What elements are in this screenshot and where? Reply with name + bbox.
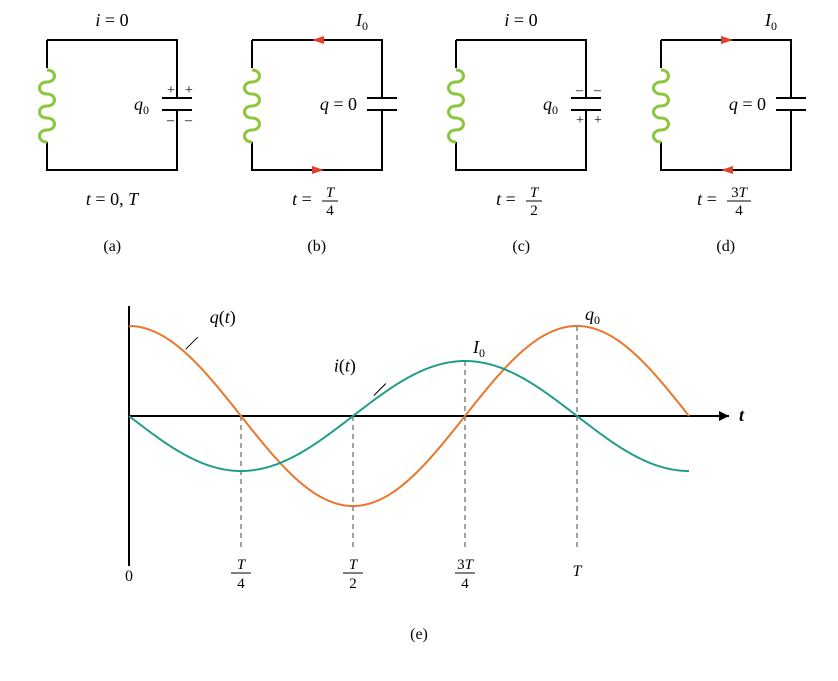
- svg-text:t =: t =: [292, 189, 312, 209]
- cap-sign-bottom: –: [166, 113, 175, 128]
- svg-text:+: +: [594, 113, 602, 128]
- circuit-b-time-label: t = T 4: [292, 185, 338, 219]
- circuit-b: I0 q = 0 t = T: [232, 10, 402, 256]
- panel-label-d: (d): [716, 238, 735, 256]
- panel-label-b: (b): [307, 238, 326, 256]
- svg-text:–: –: [593, 83, 602, 98]
- circuit-c: i = 0 – – + + q0 t = T: [436, 10, 606, 256]
- circuit-a-cap-label: q0: [134, 94, 149, 117]
- capacitor-icon: + + – –: [157, 40, 197, 170]
- capacitor-icon: [771, 40, 811, 170]
- circuit-d-cap-label: q = 0: [729, 94, 766, 114]
- svg-text:t =: t =: [496, 189, 516, 209]
- capacitor-icon: [362, 40, 402, 170]
- circuit-d: I0 q = 0 t = 3T 4: [641, 10, 811, 256]
- circuit-d-top-label: I0: [764, 10, 777, 33]
- q0-peak-label: q0: [585, 304, 600, 327]
- svg-text:T: T: [530, 185, 540, 201]
- svg-text:+: +: [185, 83, 193, 98]
- tick-label-num: T: [237, 557, 247, 573]
- plot-wrap: t 0 T 4 T 2 3T 4 Tq(t) i(t) I0 q0: [10, 286, 828, 626]
- cap-sign-top: –: [575, 83, 584, 98]
- origin-label: 0: [125, 568, 133, 585]
- q-curve-label: q(t): [210, 307, 236, 328]
- arrow-top-icon: [312, 36, 324, 44]
- panel-label-c: (c): [512, 238, 530, 256]
- circuit-d-time-label: t = 3T 4: [697, 185, 751, 219]
- inductor-icon: [40, 68, 55, 142]
- capacitor-icon: – – + +: [566, 40, 606, 170]
- x-axis-label: t: [739, 405, 745, 425]
- circuit-row: i = 0 + + – –: [10, 10, 828, 256]
- circuit-c-svg: i = 0 – – + + q0 t = T: [436, 10, 606, 220]
- circuit-b-top-label: I0: [355, 10, 368, 33]
- q-label-tick: [186, 337, 198, 349]
- inductor-icon: [449, 68, 464, 142]
- arrow-bottom-icon: [721, 166, 733, 174]
- tick-label: T: [573, 563, 583, 580]
- plot-e-svg: t 0 T 4 T 2 3T 4 Tq(t) i(t) I0 q0: [69, 286, 769, 626]
- inductor-icon: [653, 68, 668, 142]
- cap-sign-bottom: +: [576, 113, 584, 128]
- tick-label-den: 4: [237, 576, 245, 592]
- tick-label-den: 4: [461, 576, 469, 592]
- circuit-a-time-label: t = 0, T: [86, 189, 140, 209]
- svg-text:–: –: [184, 113, 193, 128]
- circuit-a: i = 0 + + – –: [27, 10, 197, 256]
- tick-label-den: 2: [349, 576, 357, 592]
- circuit-a-svg: i = 0 + + – –: [27, 10, 197, 220]
- svg-text:4: 4: [735, 203, 743, 219]
- svg-text:t =: t =: [697, 189, 717, 209]
- circuit-c-cap-label: q0: [543, 94, 558, 117]
- tick-label-num: T: [349, 557, 359, 573]
- tick-label-num: 3T: [457, 557, 475, 573]
- arrow-top-icon: [721, 36, 733, 44]
- panel-label-a: (a): [103, 238, 121, 256]
- i0-peak-label: I0: [472, 337, 485, 360]
- panel-label-e: (e): [10, 626, 828, 644]
- svg-text:3T: 3T: [731, 185, 749, 201]
- x-axis-arrow-icon: [719, 411, 729, 421]
- i-curve-label: i(t): [334, 356, 356, 377]
- inductor-icon: [244, 68, 259, 142]
- circuit-c-time-label: t = T 2: [496, 185, 542, 219]
- circuit-c-top-label: i = 0: [505, 10, 538, 30]
- circuit-b-cap-label: q = 0: [320, 94, 357, 114]
- cap-sign-top: +: [167, 83, 175, 98]
- svg-text:2: 2: [531, 203, 539, 219]
- arrow-bottom-icon: [312, 166, 324, 174]
- svg-text:4: 4: [326, 203, 334, 219]
- svg-text:T: T: [326, 185, 336, 201]
- circuit-d-svg: I0 q = 0 t = 3T 4: [641, 10, 811, 220]
- circuit-a-top-label: i = 0: [96, 10, 129, 30]
- circuit-b-svg: I0 q = 0 t = T: [232, 10, 402, 220]
